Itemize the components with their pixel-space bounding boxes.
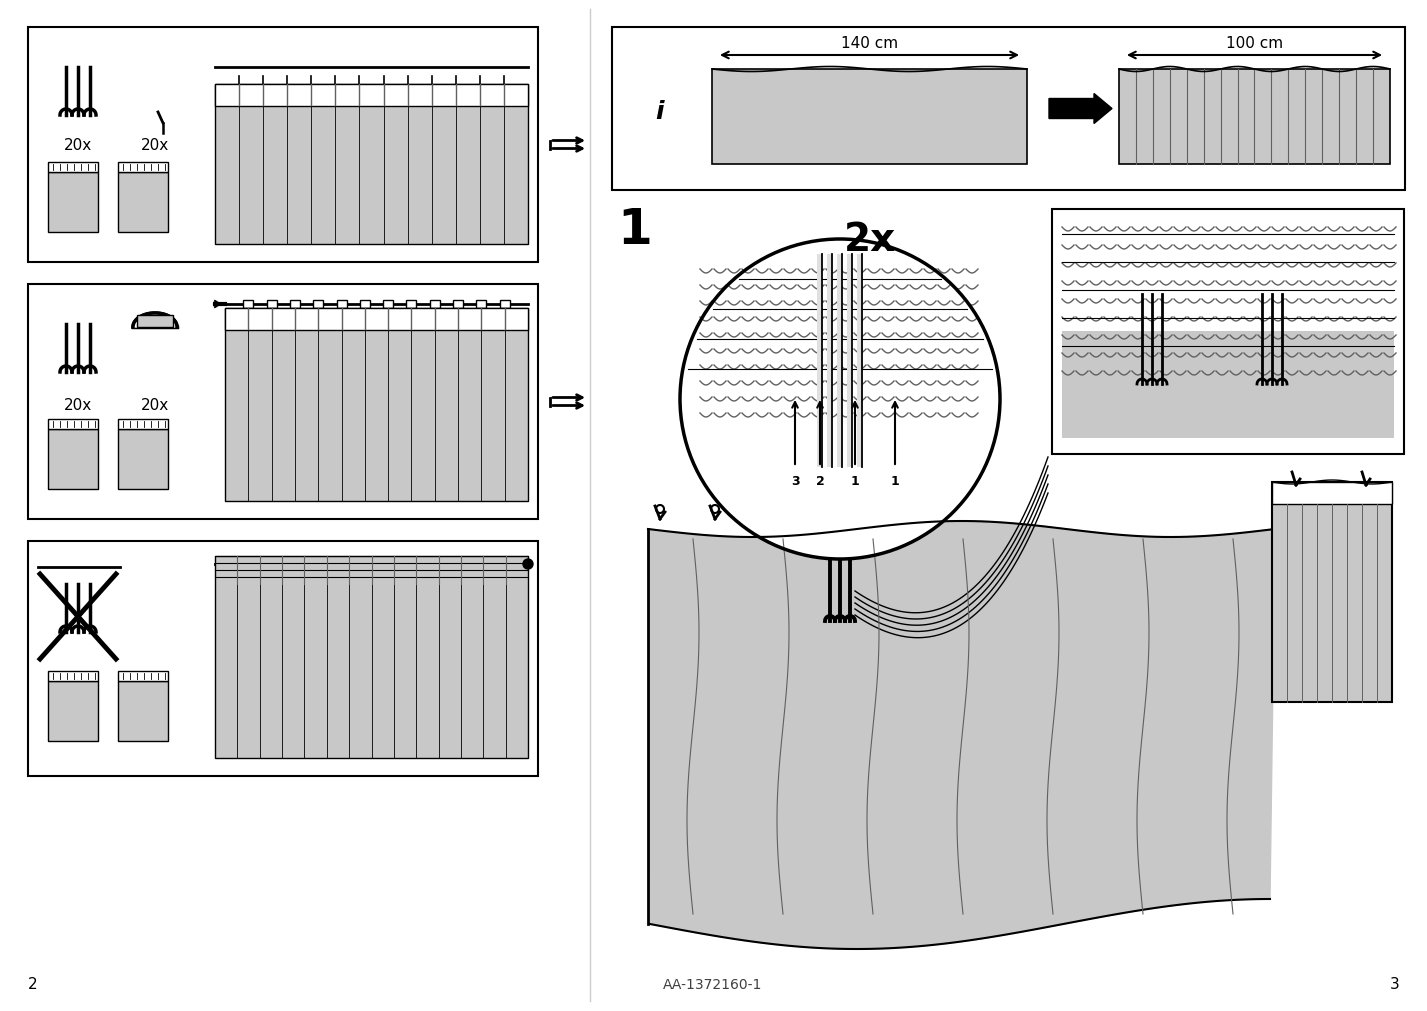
Bar — [118, 163, 168, 173]
Text: 2x: 2x — [843, 220, 896, 259]
Bar — [407, 300, 417, 308]
Bar — [384, 300, 394, 308]
Bar — [118, 681, 168, 741]
Circle shape — [681, 240, 1000, 559]
FancyArrow shape — [1049, 94, 1112, 124]
Bar — [225, 308, 528, 331]
Bar — [267, 300, 277, 308]
Text: i: i — [655, 100, 665, 124]
Text: 1: 1 — [850, 474, 859, 487]
Bar — [49, 671, 98, 681]
Text: 3: 3 — [791, 474, 799, 487]
Text: 2: 2 — [29, 977, 37, 992]
Bar — [499, 300, 509, 308]
Bar — [118, 420, 168, 430]
Text: 20x: 20x — [141, 137, 170, 153]
Bar — [29, 28, 538, 263]
Bar — [49, 163, 98, 173]
Bar — [838, 255, 842, 467]
Bar — [29, 285, 538, 520]
Bar — [337, 300, 347, 308]
Bar — [1271, 482, 1391, 504]
Bar — [118, 671, 168, 681]
Bar — [612, 28, 1406, 191]
Bar — [314, 300, 324, 308]
Bar — [244, 300, 254, 308]
Text: 1: 1 — [890, 474, 899, 487]
Text: 100 cm: 100 cm — [1226, 35, 1283, 51]
Bar — [360, 300, 370, 308]
Bar — [118, 173, 168, 233]
Text: 1: 1 — [618, 206, 652, 254]
Bar — [290, 300, 300, 308]
Text: 20x: 20x — [64, 137, 93, 153]
Bar — [29, 542, 538, 776]
Bar — [137, 315, 173, 328]
Text: 20x: 20x — [141, 397, 170, 412]
Text: 3: 3 — [1390, 977, 1400, 992]
Bar — [215, 85, 528, 245]
Bar — [430, 300, 440, 308]
Bar — [49, 430, 98, 489]
Bar — [818, 255, 822, 467]
Bar — [49, 681, 98, 741]
Bar — [1271, 482, 1391, 703]
Bar — [848, 255, 852, 467]
Text: AA-1372160-1: AA-1372160-1 — [664, 977, 762, 991]
Bar — [477, 300, 487, 308]
Polygon shape — [133, 313, 177, 328]
Bar — [225, 308, 528, 501]
Bar — [49, 173, 98, 233]
Bar — [454, 300, 464, 308]
Polygon shape — [133, 313, 177, 328]
Text: 20x: 20x — [64, 397, 93, 412]
Bar — [215, 85, 528, 107]
Circle shape — [524, 559, 534, 569]
Bar — [1062, 332, 1394, 439]
Text: 140 cm: 140 cm — [841, 35, 898, 51]
Bar — [828, 255, 832, 467]
Bar — [49, 420, 98, 430]
Bar — [858, 255, 862, 467]
Polygon shape — [648, 522, 1274, 949]
Bar — [1052, 210, 1404, 455]
Text: 2: 2 — [816, 474, 825, 487]
Bar — [1119, 70, 1390, 165]
Bar — [215, 556, 528, 758]
Bar — [712, 70, 1027, 165]
Bar — [118, 430, 168, 489]
